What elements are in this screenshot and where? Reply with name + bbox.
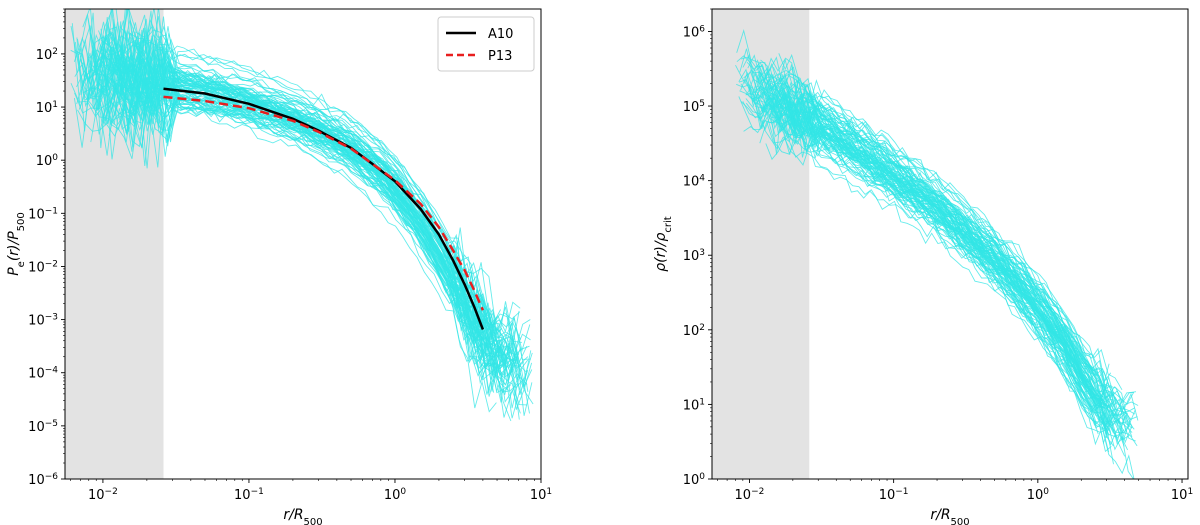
cluster-profile-line	[773, 109, 1103, 406]
y-tick-label: 105	[683, 99, 705, 115]
cluster-profile-line	[76, 37, 500, 343]
cluster-profile-line	[96, 29, 520, 334]
cluster-profiles	[735, 29, 1139, 479]
cluster-profile-line	[116, 25, 485, 331]
cluster-profile-line	[736, 55, 1114, 447]
plot-frame	[64, 8, 542, 480]
y-tick-label: 100	[36, 153, 59, 169]
y-tick-label: 10−5	[28, 419, 58, 435]
cluster-profile-line	[71, 23, 505, 342]
x-tick-label: 10−2	[88, 487, 118, 503]
cluster-profile-line	[778, 53, 1136, 413]
plot-frame	[711, 8, 1189, 480]
cluster-profile-line	[757, 77, 1097, 397]
y-tick-label: 101	[36, 100, 58, 116]
cluster-profile-line	[120, 26, 489, 366]
y-ticks: 100 101 102 103 104 105 106	[683, 8, 712, 488]
cluster-profile-line	[758, 107, 1099, 423]
legend: A10 P13	[437, 16, 535, 72]
cluster-profile-line	[120, 18, 532, 387]
cluster-profile-line	[778, 89, 1109, 431]
x-axis-label: r/R500	[283, 507, 322, 525]
cluster-profile-line	[771, 94, 1110, 453]
y-ticks: 10−6 10−5 10−4 10−3 10−2 10−1 100 101 102	[28, 8, 65, 488]
y-tick-label: 10−1	[28, 206, 58, 222]
cluster-profile-line	[745, 70, 1131, 419]
cluster-profile-line	[79, 16, 497, 376]
x-axis-label: r/R500	[930, 507, 969, 525]
y-tick-label: 104	[683, 174, 706, 190]
y-tick-label: 101	[683, 397, 705, 413]
x-tick-label: 101	[530, 487, 552, 503]
legend-label-a10: A10	[488, 27, 513, 42]
x-ticks: 10−2 10−1 100 101	[70, 479, 552, 503]
cluster-profile-line	[767, 83, 1126, 417]
x-tick-label: 101	[1171, 487, 1193, 503]
cluster-profile-line	[80, 9, 507, 386]
x-tick-label: 100	[1027, 487, 1050, 503]
y-tick-label: 102	[683, 323, 705, 339]
cluster-profile-line	[768, 115, 1112, 434]
cluster-profile-line	[777, 96, 1096, 404]
y-tick-label: 100	[683, 472, 706, 488]
cluster-profile-line	[785, 103, 1112, 453]
y-tick-label: 10−3	[28, 313, 58, 329]
cluster-profile-line	[745, 85, 1094, 415]
legend-label-p13: P13	[488, 49, 512, 64]
cluster-profile-line	[70, 14, 521, 418]
pressure-profile-panel: 10−2 10−1 100 101 10−610−510−410−310−210−11…	[6, 8, 552, 525]
y-axis-label: Pe(r)/P500	[6, 212, 27, 276]
cluster-profile-line	[765, 136, 1108, 434]
y-tick-label: 103	[683, 248, 705, 264]
x-ticks: 10−2 10−1 100 101	[717, 479, 1193, 503]
cluster-profile-line	[79, 9, 522, 397]
x-tick-label: 100	[384, 487, 407, 503]
cluster-profile-line	[93, 52, 533, 392]
cluster-profile-line	[777, 121, 1112, 433]
y-tick-label: 106	[683, 24, 706, 40]
density-profile-panel: 10−2 10−1 100 101 100 101 102 103 104 105 106 r/R…	[653, 8, 1193, 525]
y-tick-label: 10−4	[28, 366, 58, 382]
cluster-profile-line	[759, 120, 1139, 421]
model-curves	[163, 87, 485, 330]
y-tick-label: 10−2	[28, 259, 58, 275]
series-line-a10	[163, 87, 485, 330]
cluster-profile-line	[88, 66, 512, 422]
cluster-profile-line	[767, 76, 1135, 479]
y-axis-label: ρ(r)/ρcrit	[653, 216, 674, 272]
x-tick-label: 10−2	[735, 487, 765, 503]
cluster-profile-line	[779, 80, 1122, 417]
cluster-profile-line	[777, 111, 1129, 451]
legend-box	[437, 16, 535, 72]
cluster-profile-line	[745, 102, 1108, 435]
x-tick-label: 10−1	[879, 487, 909, 503]
y-tick-label: 10−6	[28, 472, 58, 488]
y-tick-label: 102	[36, 47, 58, 63]
x-tick-label: 10−1	[234, 487, 264, 503]
